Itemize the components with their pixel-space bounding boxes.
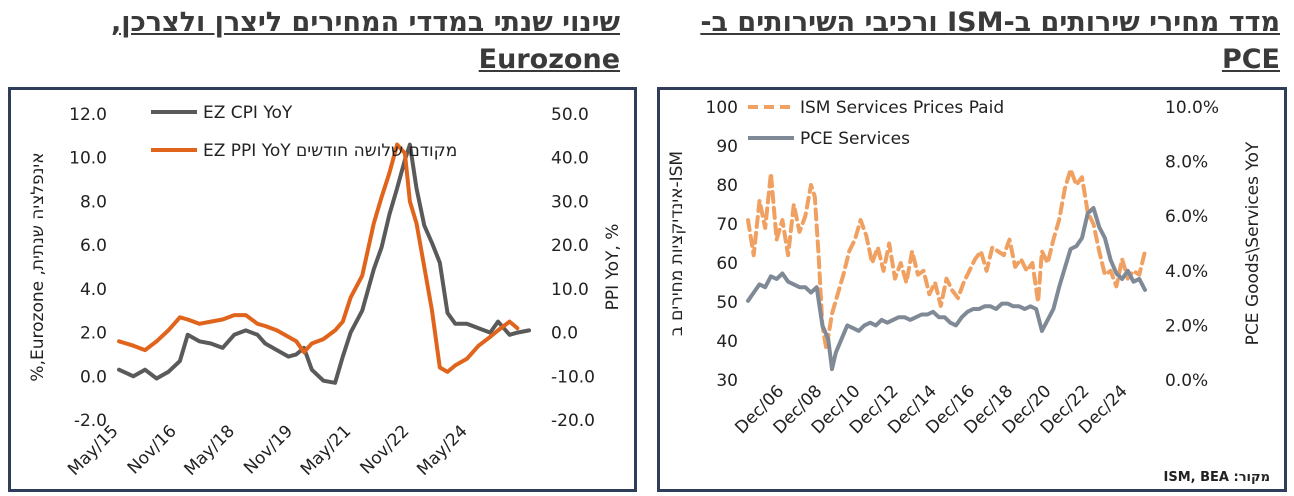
y-tick-label: 12.0 <box>69 105 107 125</box>
y2-tick-label: 40.0 <box>551 149 589 169</box>
y-tick-label: 50 <box>716 293 738 313</box>
y-tick-label: 8.0 <box>80 192 107 212</box>
legend-label: ISM Services Prices Paid <box>800 98 1004 118</box>
x-tick-label: Nov/22 <box>356 421 413 478</box>
y-tick-label: -2.0 <box>74 411 107 431</box>
y2-tick-label: -20.0 <box>551 411 595 431</box>
y-tick-label: 4.0 <box>80 280 107 300</box>
eurozone-chart: 12.0 10.0 8.0 6.0 4.0 2.0 0.0 -2.0 50.0 40.0 30.0 2… <box>28 103 623 480</box>
series-line-2 <box>117 142 520 374</box>
y-tick-label: 2.0 <box>80 324 107 344</box>
y2-tick-label: 20.0 <box>551 236 589 256</box>
y-axis-title: %,Eurozone ,אינפלציה שנתית <box>28 152 48 381</box>
y2-tick-label: 30.0 <box>551 192 589 212</box>
y2-tick-label: 10.0 <box>551 280 589 300</box>
series-line-1 <box>117 142 531 385</box>
y2-tick-label: 10.0% <box>1165 98 1219 118</box>
y2-tick-label: 0.0% <box>1165 371 1208 391</box>
y-tick-label: 40 <box>716 332 738 352</box>
series-line-2 <box>746 206 1147 372</box>
y2-tick-label: 4.0% <box>1165 262 1208 282</box>
x-tick-label: Nov/16 <box>124 421 181 478</box>
y2-axis-title: PCE Goods\Services YoY <box>1243 141 1263 345</box>
y2-tick-label: 8.0% <box>1165 153 1208 173</box>
y2-tick-label: 0.0 <box>551 324 578 344</box>
y-tick-label: 6.0 <box>80 236 107 256</box>
y-axis-title: אינדיקציות מחירים ב-ISM <box>667 151 687 336</box>
y-tick-label: 60 <box>716 254 738 274</box>
legend-label: EZ CPI YoY <box>203 103 293 123</box>
y-tick-label: 100 <box>706 98 738 118</box>
x-tick-label: May/18 <box>181 421 239 479</box>
y-tick-label: 0.0 <box>80 367 107 387</box>
legend-label: EZ PPI YoY מקודם שלושה חודשים <box>203 141 457 161</box>
legend-label: PCE Services <box>800 129 910 149</box>
y-tick-label: 10.0 <box>69 149 107 169</box>
y-tick-label: 80 <box>716 176 738 196</box>
left-chart-title: שינוי שנתי במדדי המחירים ליצרן ולצרכן, E… <box>110 7 620 75</box>
y2-tick-label: 6.0% <box>1165 207 1208 227</box>
x-tick-label: May/24 <box>413 421 471 479</box>
y-tick-label: 70 <box>716 215 738 235</box>
source-note: מקור: ISM, BEA <box>1163 470 1270 485</box>
series-line-1 <box>746 167 1147 351</box>
eurozone-chart-panel: 12.0 10.0 8.0 6.0 4.0 2.0 0.0 -2.0 50.0 40.0 30.0 2… <box>8 87 637 492</box>
y2-tick-label: 50.0 <box>551 105 589 125</box>
us-services-chart-panel: 100 90 80 70 60 50 40 30 10.0% 8.0% 6.0% 4.0% 2.0% 0.… <box>657 87 1287 492</box>
y2-axis-title: PPI YoY, % <box>603 224 623 311</box>
us-services-chart: 100 90 80 70 60 50 40 30 10.0% 8.0% 6.0% 4.0% 2.0% 0.… <box>667 98 1263 438</box>
y2-tick-label: -10.0 <box>551 367 595 387</box>
y2-tick-label: 2.0% <box>1165 316 1208 336</box>
y-tick-label: 90 <box>716 137 738 157</box>
right-chart-title: מדד מחירי שירותים ב-ISM ורכיבי השירותים … <box>700 7 1280 75</box>
y-tick-label: 30 <box>716 371 738 391</box>
x-tick-label: May/21 <box>297 421 355 479</box>
x-tick-label: Nov/19 <box>240 421 297 478</box>
